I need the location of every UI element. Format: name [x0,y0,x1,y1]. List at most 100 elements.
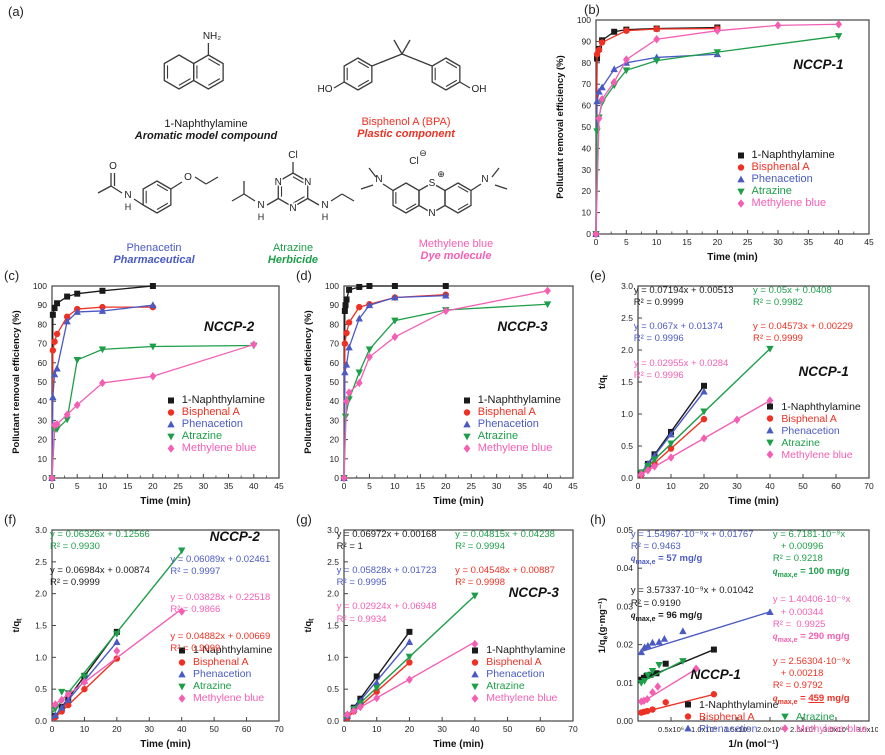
y-tick-label: 10 [330,454,340,464]
legend-label: Methylene blue [181,442,257,454]
square-icon [472,647,479,654]
x-tick-label: 45 [274,481,284,491]
square-icon [767,403,774,410]
x-axis-label: 1/n (mol⁻¹) [728,739,778,750]
fit-equation-blue: y = 0.06089x + 0.02461 R² = 0.9997 [170,553,271,577]
triangle-down-icon [781,713,789,721]
atom-label: N [481,174,488,185]
square-icon [179,647,185,654]
compound-category: Plastic component [357,128,455,140]
legend-item-mb: Methylene blue [461,442,561,454]
legend-item-naph: 1-Naphthylamine [469,644,566,656]
x-tick-label: 30 [437,724,447,734]
legend-label: Bisphenal A [181,406,240,418]
fit-equation-black: y = 0.06972x + 0.00168 R² = 1 [336,528,437,552]
y-tick-label: 1.0 [327,652,339,662]
diamond-icon [463,443,471,453]
x-tick-label: 40 [470,724,480,734]
y-tick-label: 40 [38,396,48,406]
structure-drawing: NH₂ [163,31,224,90]
atom-label: Cl [288,150,297,161]
legend-label: Bisphenal A [699,710,755,723]
x-tick-label: 70 [864,481,874,491]
atom-label: N [124,190,131,201]
x-tick-label: 10 [390,481,400,491]
y-axis-label: t/qt [303,618,316,633]
fit-equation-pink: y = 0.02955x + 0.0284 R² = 0.9996 [633,357,729,381]
compound-category: Pharmaceutical [113,254,195,266]
legend-item-mb: Methylene blue [779,723,867,735]
x-tick-label: 50 [503,724,513,734]
x-tick-label: 35 [804,237,814,247]
x-axis-label: Time (min) [433,496,483,507]
x-tick-label: 2.0x10⁶ [757,725,783,734]
legend-item-naph: 1-Naphthylamine [764,401,861,413]
x-axis-label: Time (min) [728,496,778,507]
x-tick-label: 70 [568,724,578,734]
legend-item-naph: 1-Naphthylamine [735,149,835,161]
legend-label: 1-Naphthylamine [193,644,273,657]
x-tick-label: 3.5x10⁶ [856,725,878,734]
x-tick-label: 60 [536,724,546,734]
atom-label: ⊕ [437,169,445,179]
y-tick-label: 0.04 [616,563,633,573]
x-tick-label: 70 [274,724,284,734]
y-tick-label: 0 [334,473,339,483]
sample-title: NCCP-1 [798,364,849,380]
legend-item-mb: Methylene blue [469,692,565,704]
legend-item-phen: Phenacetion [764,425,860,437]
x-tick-label: 40 [249,481,259,491]
series-markers-mb [637,396,774,479]
diamond-icon [178,694,186,703]
y-tick-label: 1.0 [35,652,47,662]
legend-label: Atrazine [477,430,519,442]
y-axis-label: Pollutant removal efficiency (%) [303,310,314,454]
legend-label: Phenacetion [781,424,840,437]
y-tick-label: 3.0 [621,281,633,291]
compound-name: Phenacetin [126,242,182,254]
legend-item-phen: Phenacetion [165,418,265,430]
panel-f-chart: (f) 0 10 20 30 40 50 60 70 0.0 0.5 1.0 1.5 2.0 2.5 3.0… [2,510,292,753]
series-markers-mb [48,340,258,483]
y-tick-label: 2.0 [35,589,47,599]
legend-item-atra: Atrazine [764,437,860,449]
fit-equation-blue: y = 0.067x + 0.01374 R² = 0.9996 [633,321,724,345]
series-markers-phen [48,301,157,481]
diamond-icon [766,450,774,460]
panel-b-chart: (b) 0 5 10 15 20 25 30 35 40 45 0 10 20 30 40 50 60 70 80 9… [546,0,882,266]
y-tick-label: 0.5 [327,684,339,694]
series-markers-phen [592,50,722,237]
fit-equation-red: y = 0.04573x + 0.00229 R² = 0.9999 [753,321,853,345]
legend-label: 1-Naphthylamine [699,698,779,711]
chart-canvas: 0 10 20 30 40 50 60 70 0.0 0.5 1.0 1.5 2.0 2.5 3.0 Time… [597,281,874,507]
y-tick-label: 0.02 [616,640,633,650]
y-tick-label: 0.0 [327,716,339,726]
legend-label: Atrazine [181,430,223,442]
x-tick-label: 30 [732,481,742,491]
panel-h-chart: (h) 0.5x10⁶ 1.0x10⁶ 1.5x10⁶ 2.0x10⁶ 2.5x10⁶ 3… [588,510,882,753]
atom-label: N [375,174,382,185]
y-tick-label: 50 [582,122,592,132]
atom-label: N [257,200,264,211]
y-tick-label: 100 [325,281,339,291]
y-axis-label: 1/qe(g·mg⁻¹) [597,598,610,653]
legend: 1-Naphthylamine Bisphenal A Phenacetion Atr… [469,644,566,704]
y-tick-label: 70 [38,339,48,349]
y-tick-label: 3.0 [35,525,47,535]
compound-atrazine: Cl N N N N H N H Atrazine Herbicide [188,140,398,266]
sample-title: NCCP-1 [793,56,844,72]
legend-label: 1-Naphthylamine [751,149,835,161]
triangle-down-icon [463,433,471,440]
legend-label: Phenacetion [477,418,539,430]
series-line-bpa [51,306,153,479]
panel-letter-d: (d) [296,268,312,283]
y-tick-label: 40 [582,143,592,153]
series-markers-atra [637,658,687,687]
atom-label: S [429,178,436,189]
y-axis-label: Pollutant removal efficiency (%) [11,310,22,454]
x-tick-label: 30 [145,724,155,734]
legend-label: Bisphenal A [477,406,536,418]
compound-category: Herbicide [267,254,319,266]
compound-name: 1-Naphthylamine [164,118,248,130]
y-tick-label: 90 [38,300,48,310]
